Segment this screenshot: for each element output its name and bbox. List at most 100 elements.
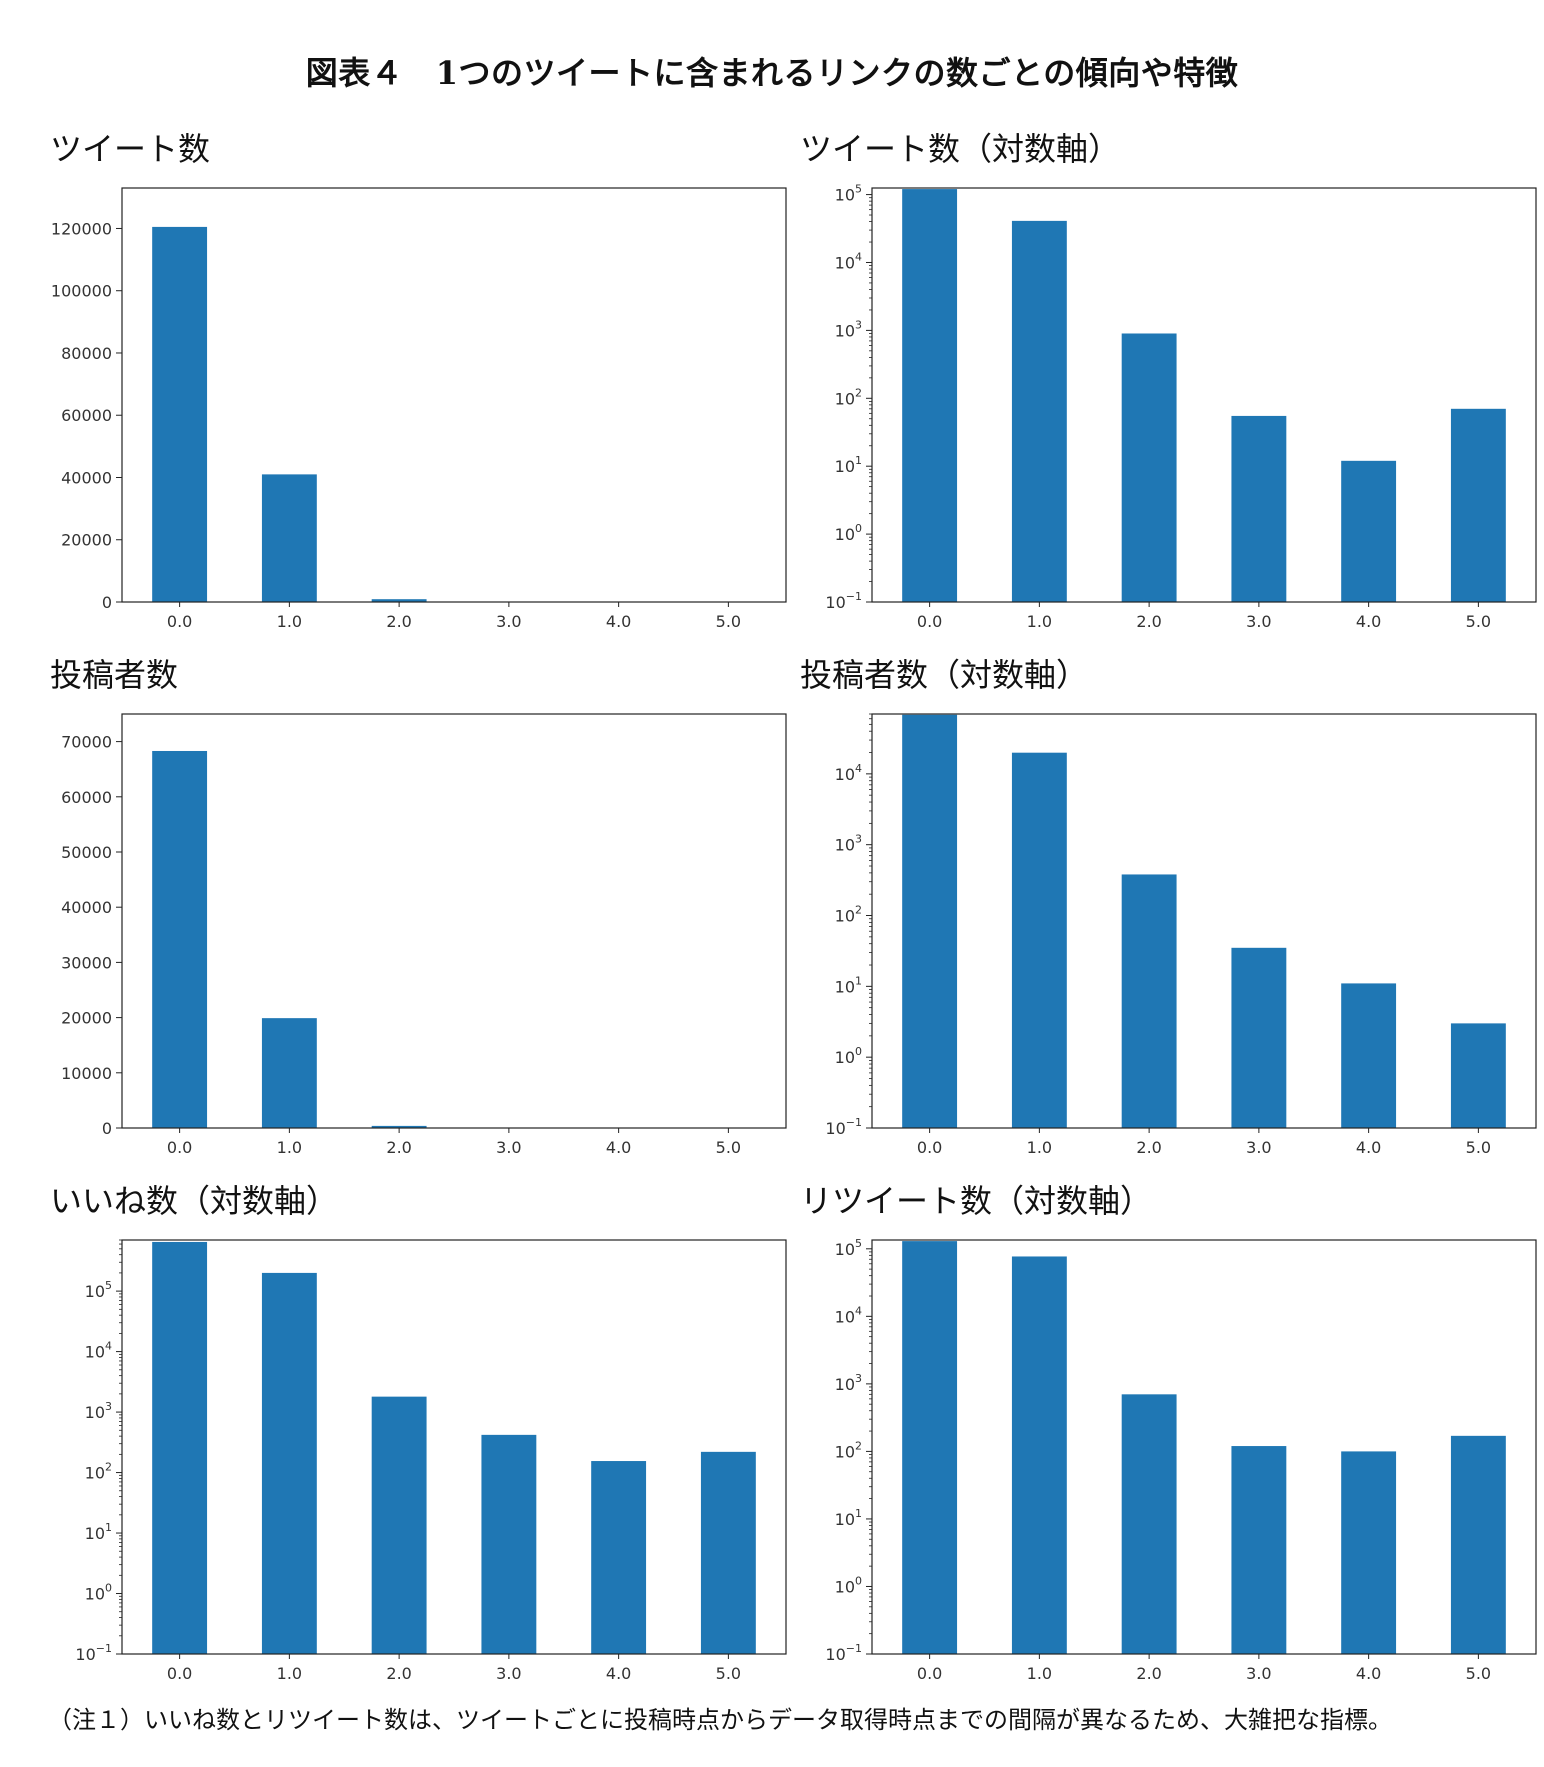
y-axis: 10−1 100 101 102 103 104 105 (825, 183, 872, 612)
y-tick-label: 100000 (51, 282, 112, 301)
bar-chart-posters-log: 0.0 1.0 2.0 3.0 4.0 5.0 10−1 100 101 102 103 104 (825, 713, 1537, 1157)
x-tick-label: 5.0 (1466, 1664, 1491, 1683)
y-tick-label: 40000 (61, 898, 112, 917)
plot-frame (121, 187, 787, 603)
bars (902, 714, 1506, 1128)
y-tick-label: 101 (835, 974, 862, 996)
bar-chart-likes-log: 0.0 1.0 2.0 3.0 4.0 5.0 10−1 100 101 102 103 104 105 (75, 1239, 787, 1683)
y-tick-label: 10−1 (825, 1116, 862, 1138)
x-tick-label: 0.0 (917, 612, 942, 631)
bars (902, 189, 1506, 602)
x-tick-label: 2.0 (386, 612, 411, 631)
y-tick-label: 101 (85, 1521, 112, 1543)
bar-chart-retweets-log: 0.0 1.0 2.0 3.0 4.0 5.0 10−1 100 101 102 103 104 105 (825, 1237, 1537, 1683)
y-tick-label: 10−1 (825, 1642, 862, 1664)
bars (902, 1241, 1506, 1654)
x-tick-label: 3.0 (496, 1138, 521, 1157)
bars (152, 1241, 756, 1654)
chart-panel-tweets: ツイート数 0.0 1.0 2.0 3.0 4.0 5.0 0 20000 40000 60000… (50, 124, 790, 644)
bar-chart-posters: 0.0 1.0 2.0 3.0 4.0 5.0 0 10000 20000 30000 40000 5… (61, 713, 787, 1157)
chart-panel-likes-log: いいね数（対数軸） 0.0 1.0 2.0 3.0 4.0 5.0 10−1 100 101 10… (50, 1176, 790, 1696)
bar-2.0 (371, 599, 427, 602)
plot-frame (121, 713, 787, 1129)
x-tick-label: 0.0 (167, 612, 192, 631)
y-tick-label: 20000 (61, 1009, 112, 1028)
bar-0.0 (152, 226, 208, 602)
x-tick-label: 0.0 (917, 1138, 942, 1157)
bar-chart-tweets: 0.0 1.0 2.0 3.0 4.0 5.0 0 20000 40000 60000 80000 1… (51, 187, 787, 631)
x-tick-label: 1.0 (1027, 1664, 1052, 1683)
y-tick-label: 70000 (61, 733, 112, 752)
chart-title: いいね数（対数軸） (50, 1182, 339, 1220)
chart-title: 投稿者数（対数軸） (800, 656, 1089, 694)
chart-panel-posters-log: 投稿者数（対数軸） 0.0 1.0 2.0 3.0 4.0 5.0 10−1 100 101 10… (800, 650, 1540, 1170)
x-axis: 0.0 1.0 2.0 3.0 4.0 5.0 (167, 602, 741, 631)
x-tick-label: 0.0 (167, 1664, 192, 1683)
bar-0.0 (902, 189, 958, 602)
y-tick-label: 10000 (61, 1064, 112, 1083)
chart-title: 投稿者数 (50, 656, 179, 694)
bar-1.0 (1011, 220, 1067, 602)
x-tick-label: 5.0 (716, 612, 741, 631)
bar-2.0 (371, 1125, 427, 1128)
y-tick-label: 30000 (61, 953, 112, 972)
x-tick-label: 3.0 (1246, 612, 1271, 631)
x-axis: 0.0 1.0 2.0 3.0 4.0 5.0 (167, 1654, 741, 1683)
x-axis: 0.0 1.0 2.0 3.0 4.0 5.0 (917, 602, 1491, 631)
x-tick-label: 4.0 (606, 1664, 631, 1683)
plot-frame (871, 713, 1537, 1129)
y-tick-label: 80000 (61, 344, 112, 363)
y-tick-label: 102 (835, 904, 862, 926)
x-tick-label: 2.0 (1136, 612, 1161, 631)
y-tick-label: 104 (835, 250, 862, 272)
y-tick-label: 103 (835, 833, 862, 855)
footnote: （注１）いいね数とリツイート数は、ツイートごとに投稿時点からデータ取得時点までの… (48, 1706, 1392, 1734)
chart-title: ツイート数（対数軸） (800, 130, 1121, 168)
chart-title: ツイート数 (50, 130, 211, 168)
y-tick-label: 104 (835, 762, 862, 784)
plot-frame (871, 1239, 1537, 1655)
y-axis: 0 10000 20000 30000 40000 50000 60000 70000 (61, 733, 122, 1138)
y-tick-label: 103 (835, 318, 862, 340)
bar-1.0 (261, 1018, 317, 1128)
bar-4.0 (1341, 460, 1397, 602)
y-tick-label: 105 (835, 183, 862, 205)
bar-3.0 (481, 1434, 537, 1654)
bar-1.0 (261, 1272, 317, 1654)
x-axis: 0.0 1.0 2.0 3.0 4.0 5.0 (917, 1128, 1491, 1157)
x-tick-label: 1.0 (1027, 612, 1052, 631)
bar-2.0 (1121, 333, 1177, 602)
bar-1.0 (261, 474, 317, 602)
x-axis: 0.0 1.0 2.0 3.0 4.0 5.0 (167, 1128, 741, 1157)
y-tick-label: 103 (85, 1400, 112, 1422)
bar-2.0 (1121, 1394, 1177, 1654)
bar-5.0 (1450, 408, 1506, 602)
x-tick-label: 0.0 (917, 1664, 942, 1683)
bars (152, 226, 756, 602)
x-tick-label: 2.0 (1136, 1138, 1161, 1157)
y-tick-label: 104 (835, 1304, 862, 1326)
y-tick-label: 101 (835, 1507, 862, 1529)
y-tick-label: 103 (835, 1372, 862, 1394)
y-tick-label: 101 (835, 454, 862, 476)
bar-1.0 (1011, 752, 1067, 1128)
bar-2.0 (1121, 874, 1177, 1128)
x-tick-label: 1.0 (277, 1138, 302, 1157)
y-axis: 10−1 100 101 102 103 104 105 (75, 1239, 122, 1664)
x-tick-label: 2.0 (386, 1138, 411, 1157)
y-tick-label: 102 (835, 386, 862, 408)
y-tick-label: 10−1 (825, 590, 862, 612)
x-tick-label: 4.0 (1356, 1138, 1381, 1157)
x-tick-label: 3.0 (1246, 1138, 1271, 1157)
x-tick-label: 5.0 (1466, 612, 1491, 631)
chart-panel-posters: 投稿者数 0.0 1.0 2.0 3.0 4.0 5.0 0 10000 20000 30000 4… (50, 650, 790, 1170)
y-tick-label: 100 (835, 1045, 862, 1067)
y-tick-label: 102 (835, 1439, 862, 1461)
bar-3.0 (1231, 947, 1287, 1128)
chart-title: リツイート数（対数軸） (800, 1182, 1153, 1220)
y-axis: 0 20000 40000 60000 80000 100000 120000 (51, 219, 122, 612)
x-tick-label: 2.0 (386, 1664, 411, 1683)
x-tick-label: 5.0 (716, 1664, 741, 1683)
bar-0.0 (902, 1241, 958, 1654)
bar-0.0 (152, 750, 208, 1128)
